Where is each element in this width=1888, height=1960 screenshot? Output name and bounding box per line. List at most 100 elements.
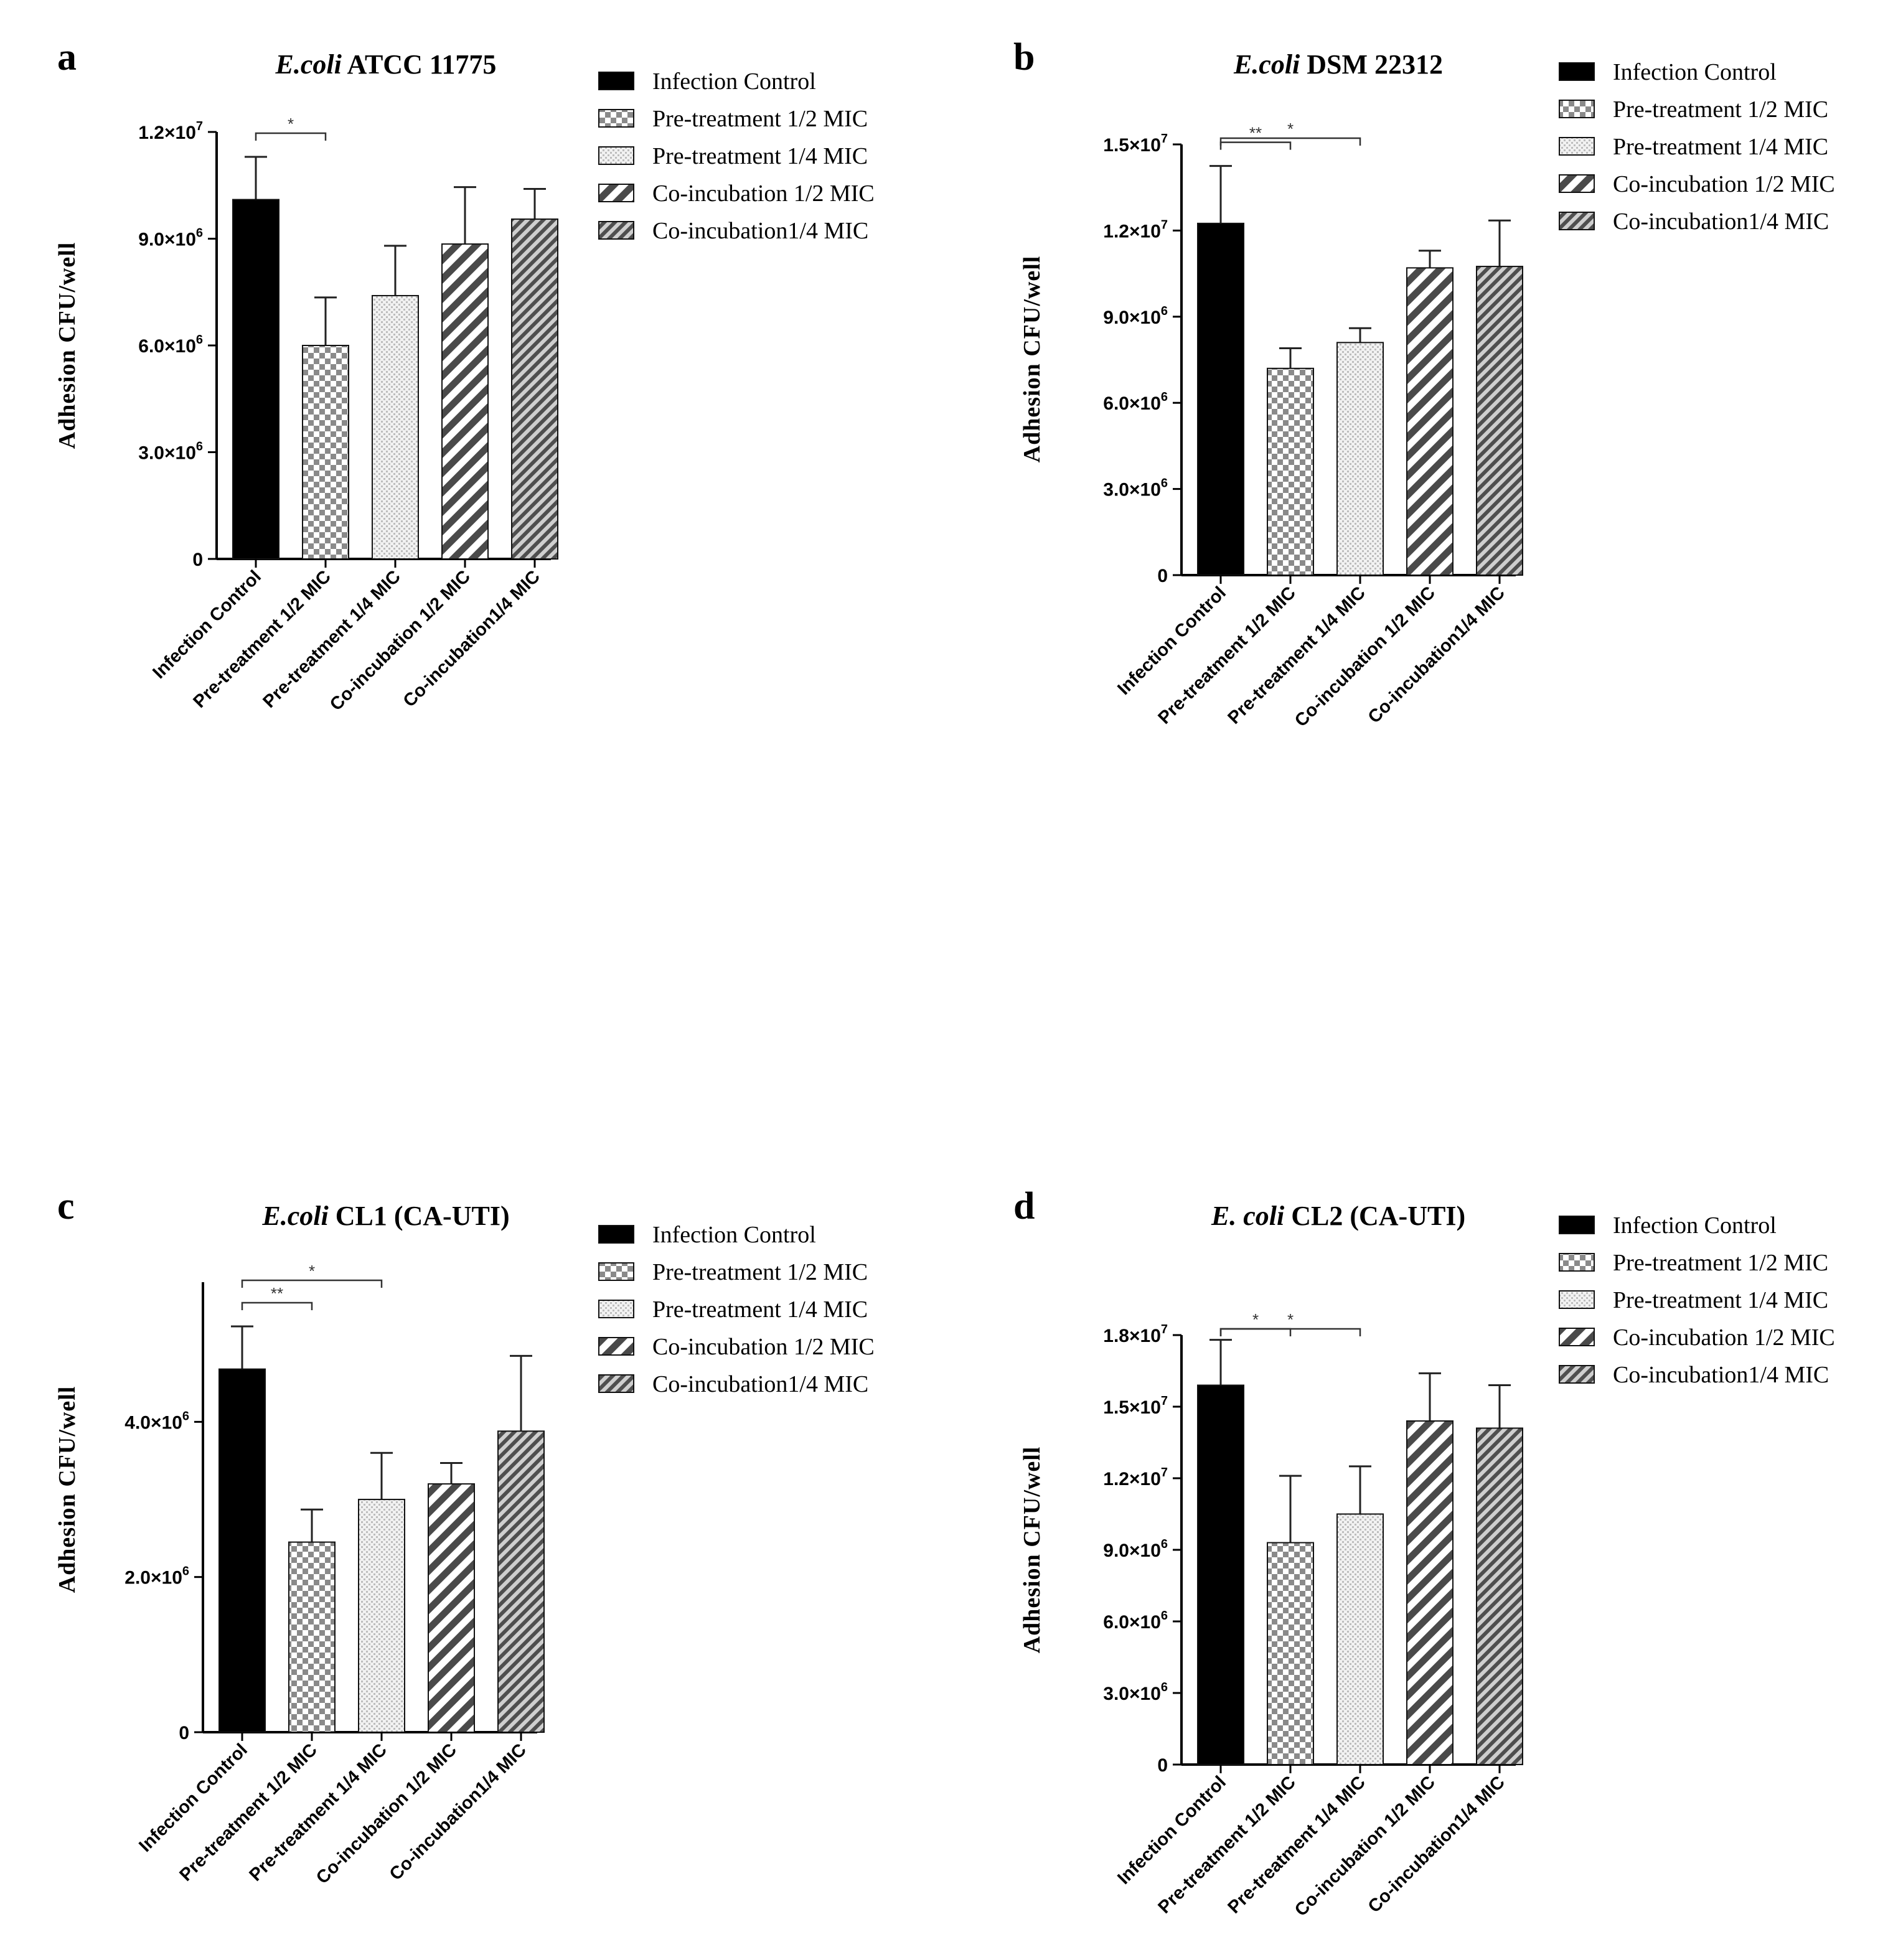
bar-1 (1197, 222, 1244, 576)
legend-label: Pre-treatment 1/2 MIC (1613, 96, 1828, 123)
bar-5 (497, 1430, 545, 1733)
significance-label: ** (271, 1284, 283, 1303)
y-tick-exponent: 7 (196, 120, 203, 133)
legend-label: Infection Control (652, 68, 816, 95)
chart-title-italic: E. coli (1211, 1201, 1285, 1231)
y-tick-mantissa: 2.0×10 (124, 1568, 182, 1588)
y-tick-mantissa: 0 (179, 1723, 189, 1743)
y-tick-mantissa: 3.0×10 (138, 443, 196, 464)
y-tick-exponent: 7 (1161, 132, 1168, 146)
legend-swatch-4 (1559, 1328, 1595, 1346)
x-tick-label: Pre-treatment 1/4 MIC (1224, 1772, 1369, 1917)
chart-title-rest: ATCC 11775 (342, 49, 497, 80)
bar-3 (372, 294, 419, 560)
bar-3 (1336, 1513, 1384, 1765)
significance-label: ** (1249, 124, 1262, 143)
y-tick-mantissa: 9.0×10 (138, 230, 196, 250)
legend-label: Pre-treatment 1/4 MIC (652, 143, 868, 169)
x-tick-label: Co-incubation1/4 MIC (386, 1740, 530, 1884)
bar-2 (1267, 367, 1314, 576)
bar-5 (1476, 1427, 1523, 1765)
panel-c: c E.coli CL1 (CA-UTI) Adhesion CFU/well 0 2.… (54, 1185, 875, 1888)
legend-label: Co-incubation 1/2 MIC (652, 1334, 875, 1360)
x-tick-label: Co-incubation1/4 MIC (400, 566, 544, 711)
y-tick-label: 1.8×107 (1103, 1323, 1168, 1346)
panel-letter: c (57, 1185, 75, 1227)
significance-bracket (1219, 141, 1292, 150)
y-tick-label: 4.0×106 (124, 1409, 189, 1433)
y-tick-exponent: 6 (1161, 1681, 1168, 1694)
legend-swatch-3 (1559, 1290, 1595, 1309)
x-tick-label: Co-incubation 1/2 MIC (1291, 1772, 1439, 1920)
bar-1 (232, 199, 279, 560)
bar-2 (302, 345, 349, 560)
legend-label: Pre-treatment 1/4 MIC (1613, 1287, 1828, 1313)
x-tick-label: Pre-treatment 1/2 MIC (189, 566, 334, 711)
legend-label: Pre-treatment 1/2 MIC (1613, 1250, 1828, 1276)
significance-bracket (1219, 137, 1361, 146)
y-tick-label: 2.0×106 (124, 1565, 189, 1588)
legend-label: Pre-treatment 1/4 MIC (652, 1297, 868, 1323)
bar-1 (1197, 1384, 1244, 1765)
significance-label: * (1287, 120, 1294, 138)
y-tick-exponent: 6 (196, 333, 203, 347)
significance-bracket (255, 132, 327, 141)
chart-title: E.coli ATCC 11775 (275, 49, 497, 80)
legend-label: Pre-treatment 1/2 MIC (652, 1259, 868, 1285)
y-tick-mantissa: 9.0×10 (1103, 307, 1161, 328)
legend-swatch-3 (598, 146, 634, 165)
panel-b: b E.coli DSM 22312 Adhesion CFU/well 0 3.0×1… (1013, 36, 1835, 731)
x-tick-label: Pre-treatment 1/2 MIC (1154, 1772, 1299, 1917)
bar-4 (1406, 1420, 1454, 1765)
y-tick-label: 1.2×107 (1103, 1466, 1168, 1489)
significance-bracket (1219, 1328, 1361, 1336)
legend-label: Infection Control (1613, 1212, 1777, 1239)
y-tick-label: 3.0×106 (138, 440, 203, 464)
chart-title-rest: CL1 (CA-UTI) (329, 1201, 510, 1231)
panel-d: d E. coli CL2 (CA-UTI) Adhesion CFU/well 0 3… (1013, 1185, 1835, 1920)
significance-bracket (241, 1301, 313, 1311)
y-tick-exponent: 6 (196, 227, 203, 240)
y-tick-exponent: 6 (182, 1409, 189, 1423)
y-tick-label: 9.0×106 (1103, 304, 1168, 328)
y-tick-label: 0 (192, 550, 203, 570)
y-tick-label: 3.0×106 (1103, 477, 1168, 500)
y-tick-label: 1.2×107 (138, 120, 203, 143)
legend-label: Co-incubation1/4 MIC (652, 218, 868, 244)
significance-bracket (241, 1279, 383, 1288)
x-tick-label: Pre-treatment 1/4 MIC (1224, 583, 1369, 728)
y-tick-mantissa: 3.0×10 (1103, 1684, 1161, 1704)
legend-swatch-1 (1559, 1216, 1595, 1234)
x-tick-label: Co-incubation1/4 MIC (1364, 1772, 1509, 1916)
y-tick-exponent: 6 (1161, 477, 1168, 490)
legend-label: Co-incubation1/4 MIC (1613, 209, 1829, 235)
legend-swatch-3 (598, 1300, 634, 1318)
y-tick-mantissa: 1.2×10 (1103, 1469, 1161, 1489)
y-tick-mantissa: 1.8×10 (1103, 1326, 1161, 1346)
y-tick-label: 0 (1157, 1755, 1168, 1776)
chart-title-italic: E.coli (1233, 49, 1300, 80)
y-tick-exponent: 6 (196, 440, 203, 454)
y-tick-label: 9.0×106 (1103, 1537, 1168, 1561)
legend-swatch-2 (1559, 100, 1595, 118)
chart-title-rest: DSM 22312 (1300, 49, 1443, 80)
y-tick-exponent: 6 (1161, 390, 1168, 404)
legend-label: Co-incubation1/4 MIC (652, 1371, 868, 1397)
bar-3 (358, 1499, 405, 1733)
x-tick-label: Co-incubation 1/2 MIC (312, 1740, 461, 1888)
y-tick-mantissa: 1.5×10 (1103, 1397, 1161, 1418)
y-tick-mantissa: 6.0×10 (1103, 1612, 1161, 1633)
x-tick-label: Co-incubation 1/2 MIC (1291, 583, 1439, 731)
y-tick-label: 0 (1157, 566, 1168, 586)
y-tick-label: 6.0×106 (138, 333, 203, 357)
legend-swatch-2 (598, 1262, 634, 1281)
legend-swatch-1 (598, 1225, 634, 1244)
bar-4 (441, 243, 489, 560)
y-tick-exponent: 6 (1161, 1609, 1168, 1623)
y-tick-mantissa: 0 (192, 550, 203, 570)
panel-letter: b (1013, 36, 1035, 78)
legend-label: Infection Control (652, 1222, 816, 1248)
y-tick-label: 9.0×106 (138, 227, 203, 250)
x-tick-label: Pre-treatment 1/2 MIC (1154, 583, 1299, 728)
